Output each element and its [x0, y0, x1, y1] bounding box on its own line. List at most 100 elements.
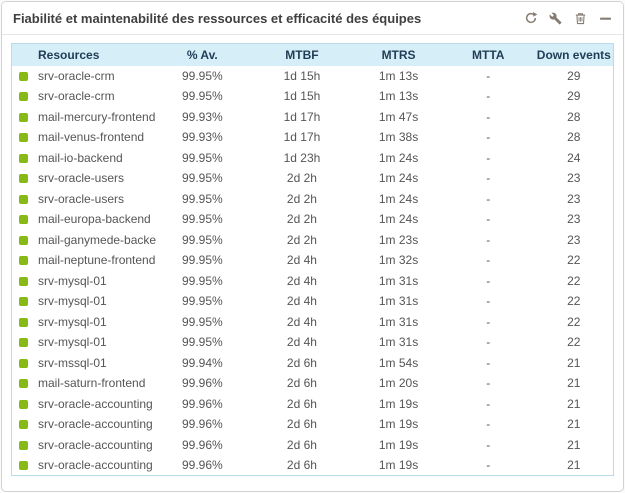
resource-name[interactable]: mail-io-backend: [38, 150, 123, 165]
resource-name[interactable]: srv-oracle-users: [38, 191, 125, 206]
availability-cell: 99.95%: [155, 168, 249, 189]
mtrs-cell: 1m 31s: [355, 270, 442, 291]
availability-cell: 99.95%: [155, 332, 249, 353]
table-row[interactable]: srv-oracle-crm 99.95% 1d 15h 1m 13s - 29: [11, 86, 614, 107]
resource-name[interactable]: srv-oracle-accounting: [38, 396, 153, 411]
widget-toolbar: [523, 11, 613, 26]
table-row[interactable]: srv-oracle-accounting 99.96% 2d 6h 1m 19…: [11, 434, 614, 455]
resource-name[interactable]: mail-saturn-frontend: [38, 376, 146, 391]
column-header-mtbf[interactable]: MTBF: [248, 43, 356, 66]
resource-name[interactable]: srv-mysql-01: [38, 273, 107, 288]
column-header-down-events[interactable]: Down events: [534, 43, 614, 66]
resource-name[interactable]: srv-oracle-crm: [38, 89, 115, 104]
mtbf-cell: 1d 17h: [248, 127, 356, 148]
table-row[interactable]: srv-mysql-01 99.95% 2d 4h 1m 31s - 22: [11, 332, 614, 353]
availability-cell: 99.95%: [155, 311, 249, 332]
down-events-cell: 21: [534, 373, 614, 394]
collapse-icon[interactable]: [598, 11, 613, 26]
down-events-cell: 21: [534, 434, 614, 455]
down-events-cell: 24: [534, 147, 614, 168]
down-events-cell: 23: [534, 168, 614, 189]
mtta-cell: -: [441, 188, 535, 209]
resource-cell: mail-saturn-frontend: [11, 373, 156, 394]
resource-name[interactable]: srv-oracle-accounting: [38, 417, 153, 432]
mtta-cell: -: [441, 434, 535, 455]
widget-body: Resources % Av. MTBF MTRS MTTA Down even…: [2, 35, 623, 476]
table-row[interactable]: srv-mysql-01 99.95% 2d 4h 1m 31s - 22: [11, 270, 614, 291]
table-row[interactable]: mail-venus-frontend 99.93% 1d 17h 1m 38s…: [11, 127, 614, 148]
status-ok-icon: [19, 112, 28, 122]
mtta-cell: -: [441, 65, 535, 86]
resource-cell: mail-mercury-frontend: [11, 106, 156, 127]
resource-name[interactable]: srv-oracle-users: [38, 171, 125, 186]
column-header-mtrs[interactable]: MTRS: [355, 43, 442, 66]
table-header-row: Resources % Av. MTBF MTRS MTTA Down even…: [11, 43, 614, 66]
table-row[interactable]: srv-mysql-01 99.95% 2d 4h 1m 31s - 22: [11, 311, 614, 332]
resource-cell: mail-europa-backend: [11, 209, 156, 230]
table-row[interactable]: mail-io-backend 99.95% 1d 23h 1m 24s - 2…: [11, 147, 614, 168]
resource-cell: mail-ganymede-backend: [11, 229, 156, 250]
mtbf-cell: 2d 4h: [248, 270, 356, 291]
resource-name[interactable]: mail-venus-frontend: [38, 130, 145, 145]
status-ok-icon: [19, 399, 28, 409]
mtta-cell: -: [441, 393, 535, 414]
status-ok-icon: [19, 461, 28, 470]
resource-name[interactable]: mail-ganymede-backend: [38, 232, 156, 247]
availability-cell: 99.96%: [155, 434, 249, 455]
column-header-resources[interactable]: Resources: [11, 43, 156, 66]
resource-name[interactable]: srv-oracle-accounting: [38, 458, 153, 472]
mtta-cell: -: [441, 147, 535, 168]
availability-cell: 99.95%: [155, 291, 249, 312]
resource-name[interactable]: srv-oracle-accounting: [38, 437, 153, 452]
table-row[interactable]: srv-oracle-crm 99.95% 1d 15h 1m 13s - 29: [11, 65, 614, 86]
resource-name[interactable]: srv-mysql-01: [38, 294, 107, 309]
table-row[interactable]: mail-europa-backend 99.95% 2d 2h 1m 24s …: [11, 209, 614, 230]
down-events-cell: 22: [534, 291, 614, 312]
column-header-availability[interactable]: % Av.: [155, 43, 249, 66]
mtrs-cell: 1m 13s: [355, 86, 442, 107]
mtbf-cell: 2d 4h: [248, 250, 356, 271]
resource-name[interactable]: mail-neptune-frontend: [38, 253, 156, 268]
resource-name[interactable]: mail-mercury-frontend: [38, 109, 156, 124]
mtta-cell: -: [441, 86, 535, 107]
resource-name[interactable]: srv-mysql-01: [38, 335, 107, 350]
resource-name[interactable]: srv-mysql-01: [38, 314, 107, 329]
resource-name[interactable]: mail-europa-backend: [38, 212, 151, 227]
mtrs-cell: 1m 31s: [355, 332, 442, 353]
availability-cell: 99.95%: [155, 147, 249, 168]
trash-icon[interactable]: [573, 11, 588, 26]
wrench-icon[interactable]: [548, 11, 563, 26]
resource-name[interactable]: srv-mssql-01: [38, 355, 107, 370]
availability-cell: 99.95%: [155, 209, 249, 230]
column-header-mtta[interactable]: MTTA: [441, 43, 535, 66]
resource-cell: srv-mssql-01: [11, 352, 156, 373]
table-row[interactable]: mail-ganymede-backend 99.95% 2d 2h 1m 23…: [11, 229, 614, 250]
mtta-cell: -: [441, 455, 535, 476]
table-row[interactable]: srv-mysql-01 99.95% 2d 4h 1m 31s - 22: [11, 291, 614, 312]
table-row[interactable]: srv-oracle-accounting 99.96% 2d 6h 1m 19…: [11, 455, 614, 476]
resource-cell: srv-oracle-users: [11, 168, 156, 189]
mtta-cell: -: [441, 373, 535, 394]
mtrs-cell: 1m 54s: [355, 352, 442, 373]
refresh-icon[interactable]: [523, 11, 538, 26]
table-row[interactable]: srv-oracle-users 99.95% 2d 2h 1m 24s - 2…: [11, 188, 614, 209]
mtbf-cell: 2d 2h: [248, 188, 356, 209]
resource-cell: mail-venus-frontend: [11, 127, 156, 148]
table-row[interactable]: mail-mercury-frontend 99.93% 1d 17h 1m 4…: [11, 106, 614, 127]
availability-cell: 99.96%: [155, 414, 249, 435]
table-row[interactable]: mail-saturn-frontend 99.96% 2d 6h 1m 20s…: [11, 373, 614, 394]
down-events-cell: 22: [534, 250, 614, 271]
resource-name[interactable]: srv-oracle-crm: [38, 68, 115, 83]
table-row[interactable]: mail-neptune-frontend 99.95% 2d 4h 1m 32…: [11, 250, 614, 271]
table-row[interactable]: srv-mssql-01 99.94% 2d 6h 1m 54s - 21: [11, 352, 614, 373]
table-row[interactable]: srv-oracle-users 99.95% 2d 2h 1m 24s - 2…: [11, 168, 614, 189]
mtbf-cell: 1d 17h: [248, 106, 356, 127]
mtbf-cell: 2d 4h: [248, 291, 356, 312]
table-row[interactable]: srv-oracle-accounting 99.96% 2d 6h 1m 19…: [11, 414, 614, 435]
mtrs-cell: 1m 23s: [355, 229, 442, 250]
mtrs-cell: 1m 19s: [355, 414, 442, 435]
status-ok-icon: [19, 71, 28, 81]
table-row[interactable]: srv-oracle-accounting 99.96% 2d 6h 1m 19…: [11, 393, 614, 414]
down-events-cell: 29: [534, 86, 614, 107]
mtrs-cell: 1m 24s: [355, 168, 442, 189]
